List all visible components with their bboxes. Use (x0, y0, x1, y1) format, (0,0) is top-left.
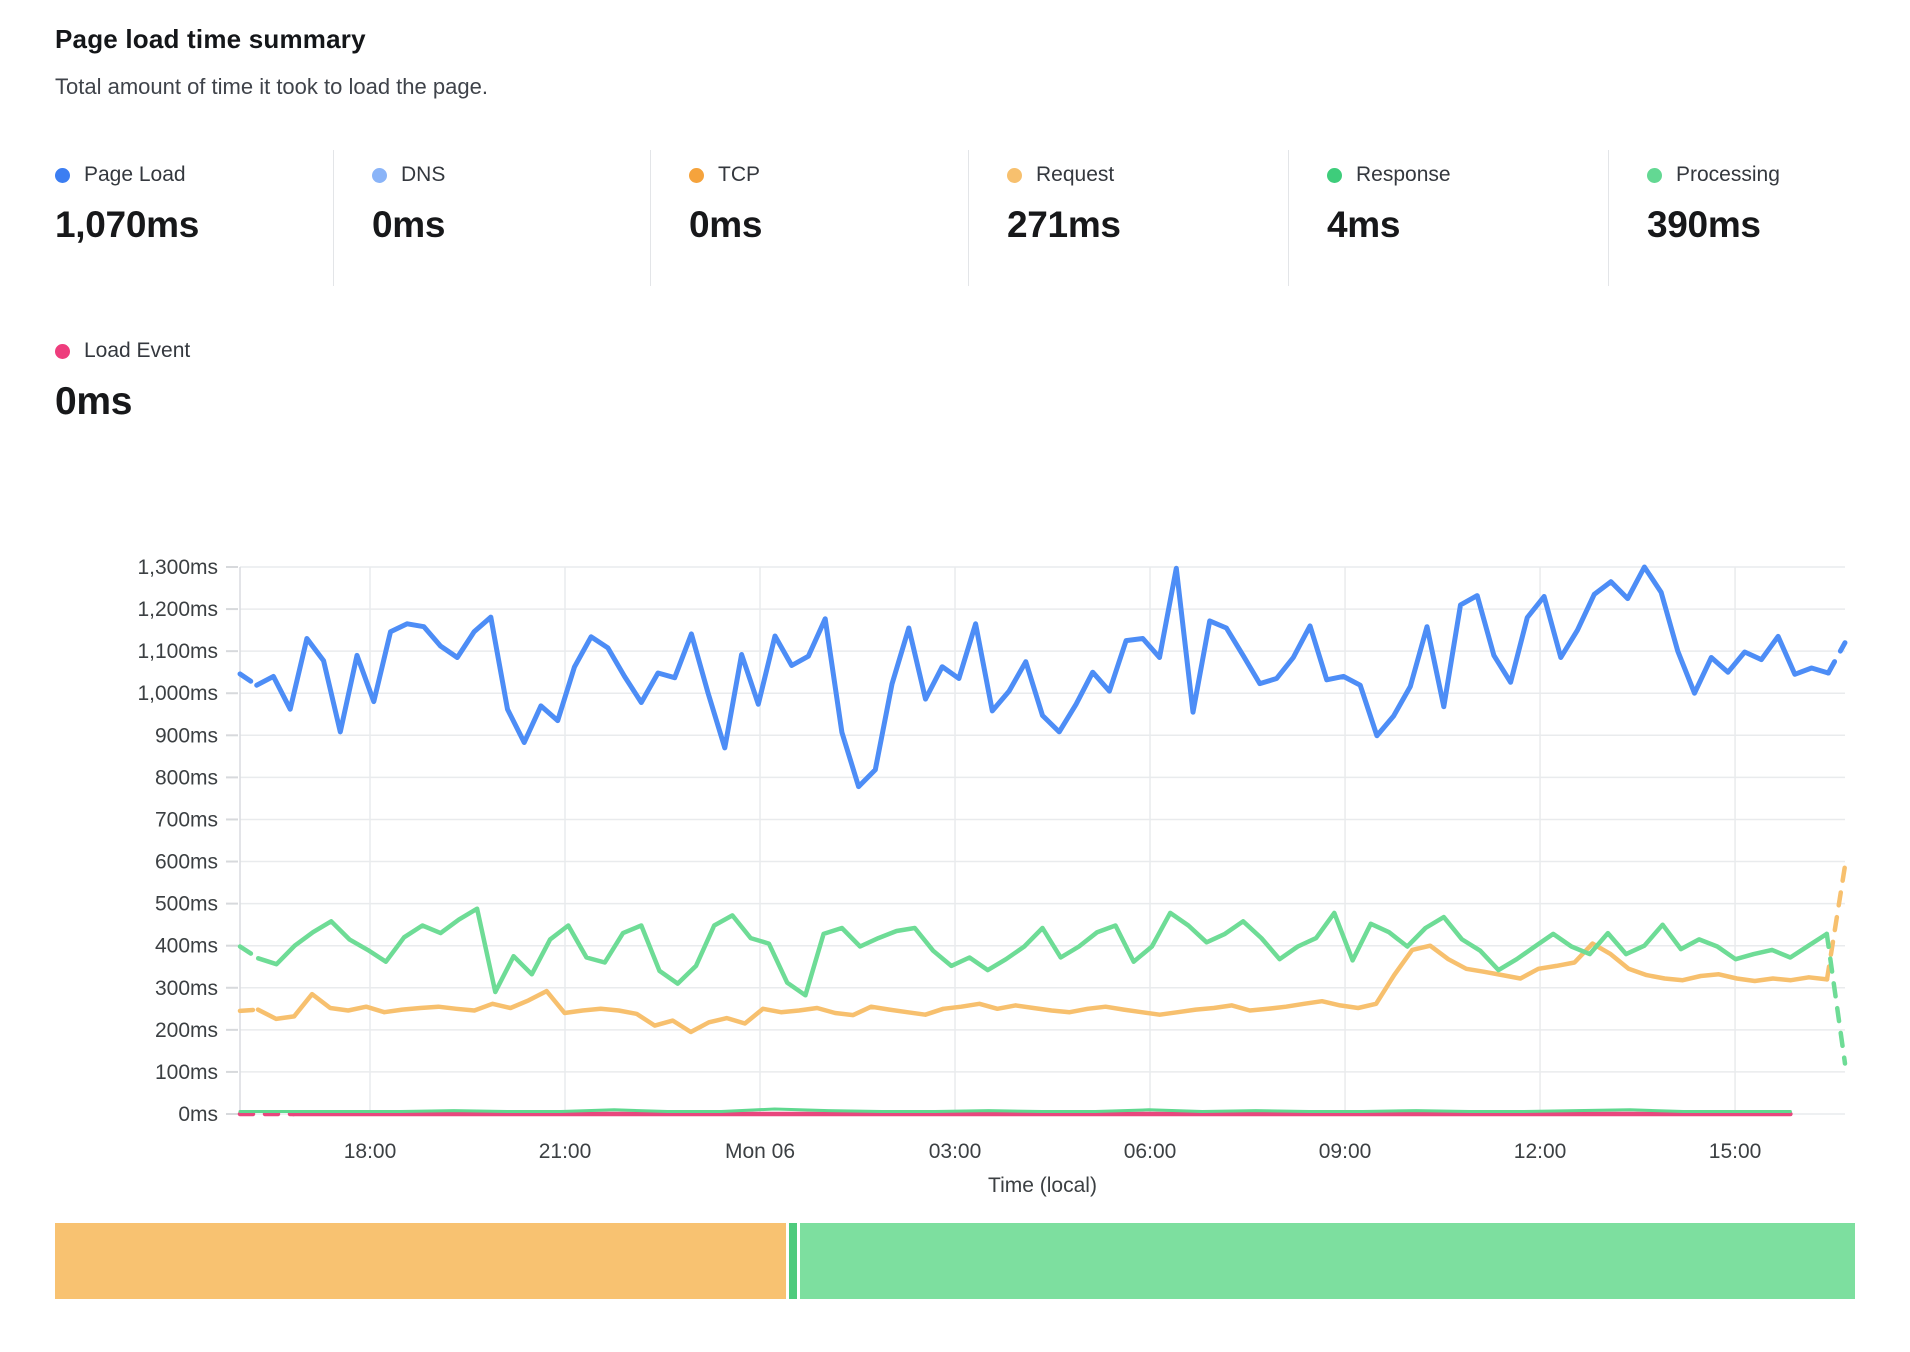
series-line (238, 1107, 1792, 1113)
stat-label: Response (1356, 163, 1451, 186)
stat-value: 0ms (55, 380, 133, 423)
series-dash-tail (1824, 931, 1848, 1066)
request-legend-dot-icon (1007, 167, 1022, 183)
y-tick-label: 800ms (155, 766, 218, 789)
stat-value: 0ms (372, 204, 446, 245)
x-tick-label: 09:00 (1319, 1140, 1372, 1163)
series-line (254, 564, 1831, 790)
stat-tcp: TCP 0ms (650, 150, 968, 286)
series-dash-tail (1825, 640, 1848, 676)
load-time-chart[interactable]: 0ms 100ms 200ms 300ms 400ms 500ms 600ms 700ms 80… (0, 420, 1910, 1210)
stat-load-event: Load Event 0ms (55, 326, 655, 424)
stats-row: Page Load 1,070ms DNS 0ms TCP 0ms Request 271ms… (55, 150, 1856, 286)
x-tick-label: 06:00 (1124, 1140, 1177, 1163)
series-dash-head (237, 1007, 261, 1014)
x-tick-label: 21:00 (539, 1140, 592, 1163)
strip-processing-span (800, 1223, 1855, 1299)
page-load-legend-dot-icon (55, 167, 70, 183)
x-tick-label: Mon 06 (725, 1140, 795, 1163)
series-dash-head (237, 671, 260, 688)
series-line (255, 941, 1830, 1035)
y-tick-label: 0ms (178, 1103, 218, 1126)
series-dash-head (237, 944, 261, 961)
stat-page-load: Page Load 1,070ms (55, 150, 333, 286)
y-tick-label: 900ms (155, 724, 218, 747)
stat-request: Request 271ms (968, 150, 1288, 286)
stat-value: 271ms (1007, 204, 1121, 245)
series-processing (237, 906, 1848, 1066)
series-page-load (237, 564, 1848, 790)
x-axis: 18:00 21:00 Mon 06 03:00 06:00 09:00 12:00 15:0… (239, 567, 1762, 1197)
y-tick-label: 200ms (155, 1019, 218, 1042)
y-tick-label: 600ms (155, 851, 218, 874)
series-dash-tail (1824, 863, 1848, 982)
legend-line: Response (1327, 162, 1608, 188)
response-legend-dot-icon (1327, 167, 1342, 183)
stats-row-secondary: Load Event 0ms (55, 326, 655, 424)
series-line (255, 906, 1830, 998)
y-tick-label: 1,100ms (137, 640, 218, 663)
timeline-strip (55, 1223, 1856, 1299)
page-subtitle: Total amount of time it took to load the… (55, 74, 488, 99)
stat-value: 4ms (1327, 204, 1401, 245)
stat-dns: DNS 0ms (333, 150, 650, 286)
series-response (238, 1107, 1792, 1113)
strip-divider-span (789, 1223, 798, 1299)
x-tick-label: 15:00 (1709, 1140, 1762, 1163)
stat-value: 0ms (689, 204, 763, 245)
stat-label: DNS (401, 163, 446, 186)
stat-label: Load Event (84, 339, 191, 362)
legend-line: Page Load (55, 162, 333, 188)
stat-value: 1,070ms (55, 204, 199, 245)
legend-line: DNS (372, 162, 650, 188)
series-request (237, 863, 1848, 1035)
stat-label: TCP (718, 163, 760, 186)
y-tick-label: 700ms (155, 808, 218, 831)
stat-response: Response 4ms (1288, 150, 1608, 286)
y-tick-label: 100ms (155, 1061, 218, 1084)
legend-line: Load Event (55, 338, 655, 364)
stat-processing: Processing 390ms (1608, 150, 1856, 286)
y-tick-label: 500ms (155, 893, 218, 916)
y-axis: 0ms 100ms 200ms 300ms 400ms 500ms 600ms 700ms 80… (137, 556, 1845, 1126)
stat-value: 390ms (1647, 204, 1761, 245)
y-tick-label: 1,300ms (137, 556, 218, 579)
x-axis-title: Time (local) (988, 1174, 1097, 1197)
stat-label: Processing (1676, 163, 1780, 186)
load-event-legend-dot-icon (55, 343, 70, 359)
x-tick-label: 18:00 (344, 1140, 397, 1163)
x-tick-label: 03:00 (929, 1140, 982, 1163)
dns-legend-dot-icon (372, 167, 387, 183)
y-tick-label: 1,000ms (137, 682, 218, 705)
strip-request-span (55, 1223, 787, 1299)
stat-label: Page Load (84, 163, 186, 186)
chart-area: 0ms 100ms 200ms 300ms 400ms 500ms 600ms 700ms 80… (0, 420, 1910, 1210)
legend-line: Processing (1647, 162, 1856, 188)
legend-line: Request (1007, 162, 1288, 188)
y-tick-label: 400ms (155, 935, 218, 958)
legend-line: TCP (689, 162, 968, 188)
stat-label: Request (1036, 163, 1115, 186)
y-tick-label: 1,200ms (137, 598, 218, 621)
x-tick-label: 12:00 (1514, 1140, 1567, 1163)
page-title: Page load time summary (55, 24, 366, 54)
processing-legend-dot-icon (1647, 167, 1662, 183)
tcp-legend-dot-icon (689, 167, 704, 183)
y-tick-label: 300ms (155, 977, 218, 1000)
